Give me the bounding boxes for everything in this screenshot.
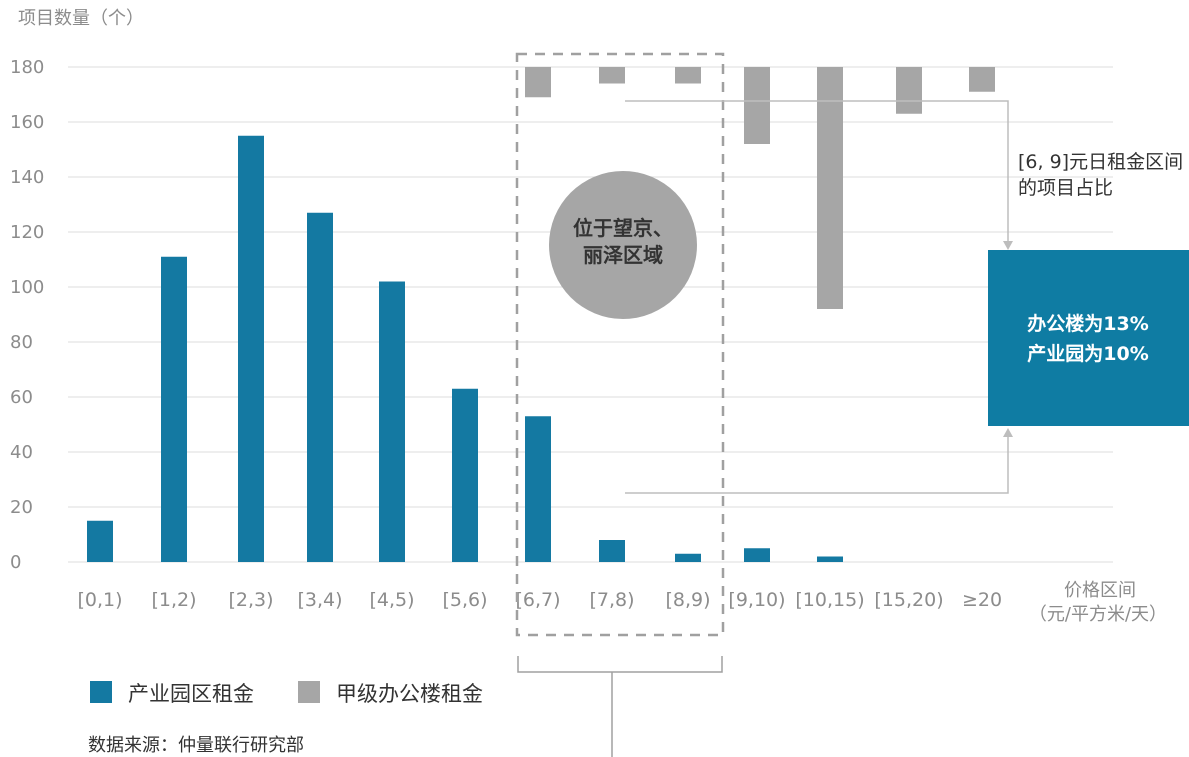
circle-text-line1: 位于望京、	[573, 216, 673, 240]
x-tick-label: [5,6)	[442, 589, 487, 611]
bar-grade-a-office	[817, 67, 843, 309]
y-tick-label: 80	[10, 332, 33, 353]
series-grade-a-office	[525, 67, 995, 309]
bar-industrial-park	[817, 556, 843, 562]
x-tick-label: [10,15)	[795, 589, 864, 611]
y-tick-label: 60	[10, 387, 33, 408]
highlight-region	[515, 52, 725, 637]
x-tick-label: [3,4)	[297, 589, 342, 611]
bar-industrial-park	[452, 388, 478, 562]
bar-industrial-park	[379, 281, 405, 562]
legend-label-park: 产业园区租金	[128, 682, 254, 706]
bar-grade-a-office	[896, 67, 922, 114]
bar-industrial-park	[161, 256, 187, 562]
bar-grade-a-office	[599, 67, 625, 84]
x-tick-label: [0,1)	[77, 589, 122, 611]
callout-text-line1: [6, 9]元日租金区间	[1018, 151, 1183, 173]
callout-text-line2: 的项目占比	[1018, 177, 1113, 199]
grid-lines	[68, 66, 1113, 563]
bar-industrial-park	[238, 135, 264, 562]
bar-grade-a-office	[525, 67, 551, 98]
y-tick-label: 140	[10, 167, 44, 188]
source-text: 数据来源：仲量联行研究部	[88, 735, 304, 756]
share-office: 办公楼为13%	[1027, 312, 1148, 335]
y-tick-label: 0	[10, 552, 21, 573]
bar-industrial-park	[599, 540, 625, 562]
x-tick-label: [9,10)	[728, 589, 785, 611]
x-tick-label: [6,7)	[515, 589, 560, 611]
y-tick-labels: 0 20 40 60 80 100 120 140 160 180	[10, 57, 44, 573]
share-park: 产业园为10%	[1027, 342, 1148, 365]
location-circle	[549, 171, 697, 319]
x-tick-label: [2,3)	[228, 589, 273, 611]
x-axis-label-line2: （元/平方米/天）	[1029, 604, 1167, 625]
y-axis-label: 项目数量（个）	[18, 8, 144, 29]
y-tick-label: 180	[10, 57, 44, 78]
legend-label-office: 甲级办公楼租金	[336, 682, 483, 706]
y-tick-label: 120	[10, 222, 44, 243]
bar-industrial-park	[307, 212, 333, 562]
arrow-down-icon	[1003, 241, 1013, 250]
y-tick-label: 20	[10, 497, 33, 518]
circle-text-line2: 丽泽区域	[583, 243, 663, 267]
bar-grade-a-office	[675, 67, 701, 84]
x-tick-label: ≥20	[962, 589, 1002, 611]
x-category-labels: [0,1) [1,2) [2,3) [3,4) [4,5) [5,6) [6,7) [7,8)…	[77, 589, 1002, 611]
arrow-up-icon	[1003, 428, 1013, 437]
bar-industrial-park	[675, 553, 701, 562]
x-tick-label: [4,5)	[369, 589, 414, 611]
series-industrial-park	[87, 135, 843, 562]
bar-grade-a-office	[969, 67, 995, 92]
y-tick-label: 100	[10, 277, 44, 298]
legend-swatch-park	[90, 681, 112, 703]
x-tick-label: [7,8)	[589, 589, 634, 611]
x-tick-label: [1,2)	[151, 589, 196, 611]
bar-grade-a-office	[744, 67, 770, 144]
y-tick-label: 160	[10, 112, 44, 133]
y-tick-label: 40	[10, 442, 33, 463]
legend-swatch-office	[298, 681, 320, 703]
x-tick-label: [15,20)	[874, 589, 943, 611]
connector-bottom	[625, 436, 1009, 494]
x-axis-label-line1: 价格区间	[1064, 580, 1136, 601]
bar-industrial-park	[87, 520, 113, 562]
bar-industrial-park	[744, 548, 770, 562]
bracket	[517, 656, 723, 673]
share-box	[988, 250, 1189, 426]
x-tick-label: [8,9)	[665, 589, 710, 611]
bar-industrial-park	[525, 416, 551, 562]
connector-top	[625, 100, 1009, 242]
